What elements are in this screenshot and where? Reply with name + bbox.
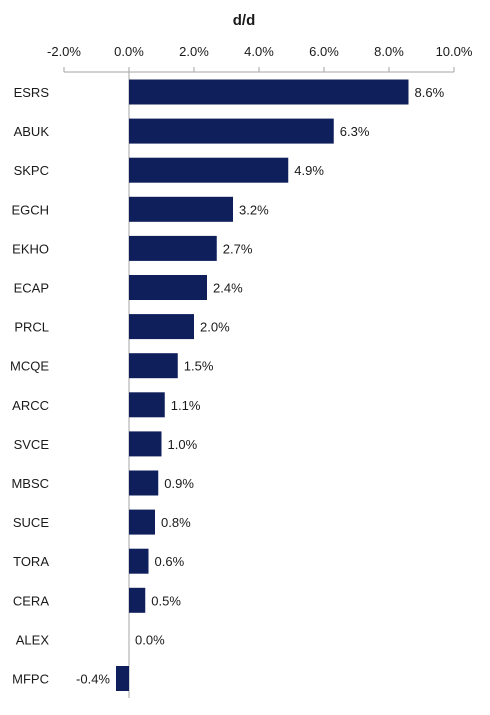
category-label: ARCC [12,398,49,413]
value-label: 1.1% [171,398,201,413]
category-label: CERA [13,593,49,608]
category-label: MCQE [10,359,49,374]
value-label: 0.0% [135,632,165,647]
category-label: MBSC [11,476,49,491]
value-label: 1.5% [184,359,214,374]
category-label: ESRS [14,85,50,100]
bar [129,548,149,574]
category-labels: ESRS ABUK SKPC EGCH EKHO ECAP PRCL MCQE ARCC SVCE… [10,85,49,687]
bar [129,470,159,496]
value-label: 2.0% [200,320,230,335]
bar [116,666,129,691]
value-label: 2.4% [213,281,243,296]
x-tick-label: 10.0% [436,44,473,59]
bar [129,431,162,457]
value-label: 0.8% [161,515,191,530]
value-label: 4.9% [294,163,324,178]
chart-title: d/d [233,12,256,29]
bar [129,118,334,144]
category-label: ALEX [16,632,50,647]
x-tick-label: -2.0% [47,44,81,59]
x-tick-label: 0.0% [114,44,144,59]
category-label: PRCL [14,320,49,335]
value-labels: 8.6% 6.3% 4.9% 3.2% 2.7% 2.4% 2.0% 1.5% 1.1% 1.0%… [76,85,445,687]
bar [129,509,155,535]
bars [116,79,409,691]
category-label: ECAP [14,281,49,296]
bar [129,314,194,340]
x-tick-label: 8.0% [374,44,404,59]
bar [129,392,165,418]
category-label: EKHO [12,241,49,256]
bar [129,196,233,222]
x-tick-label: 6.0% [309,44,339,59]
bar [129,157,289,183]
x-tick-label: 2.0% [179,44,209,59]
category-label: TORA [13,554,49,569]
x-tick-label: 4.0% [244,44,274,59]
value-label: 6.3% [340,124,370,139]
value-label: 0.5% [151,593,181,608]
bar [129,587,146,613]
value-label: 0.6% [155,554,185,569]
category-label: SVCE [14,437,50,452]
category-label: SUCE [13,515,49,530]
value-label: 3.2% [239,202,269,217]
value-label: 0.9% [164,476,194,491]
x-axis: -2.0% 0.0% 2.0% 4.0% 6.0% 8.0% 10.0% [47,44,473,699]
category-label: MFPC [12,672,49,687]
bar [129,235,217,261]
bar [129,79,409,105]
value-label: 2.7% [223,241,253,256]
bar [129,275,207,300]
category-label: SKPC [14,163,49,178]
value-label: 1.0% [168,437,198,452]
category-label: ABUK [14,124,50,139]
value-label: 8.6% [415,85,445,100]
value-label: -0.4% [76,672,110,687]
category-label: EGCH [11,202,49,217]
bar [129,353,178,379]
